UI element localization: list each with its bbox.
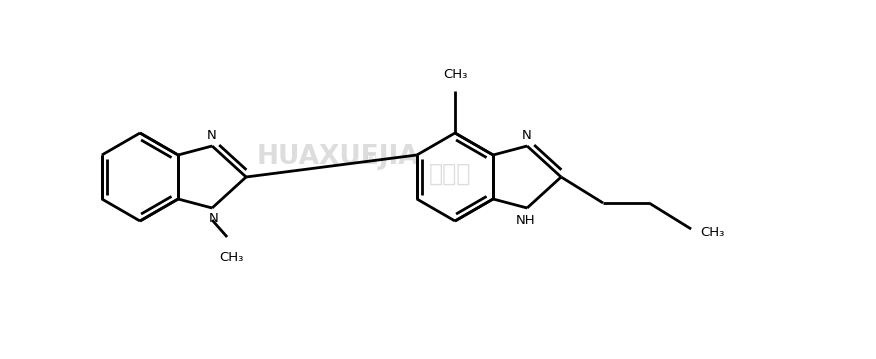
Text: CH₃: CH₃ bbox=[219, 251, 244, 264]
Text: N: N bbox=[522, 130, 532, 143]
Text: N: N bbox=[209, 211, 219, 224]
Text: N: N bbox=[208, 130, 217, 143]
Text: CH₃: CH₃ bbox=[700, 227, 724, 239]
Text: NH: NH bbox=[515, 214, 535, 227]
Text: 化学加: 化学加 bbox=[429, 162, 471, 186]
Text: ®: ® bbox=[364, 153, 377, 165]
Text: HUAXUEJIA: HUAXUEJIA bbox=[257, 144, 420, 170]
Text: CH₃: CH₃ bbox=[442, 68, 467, 81]
